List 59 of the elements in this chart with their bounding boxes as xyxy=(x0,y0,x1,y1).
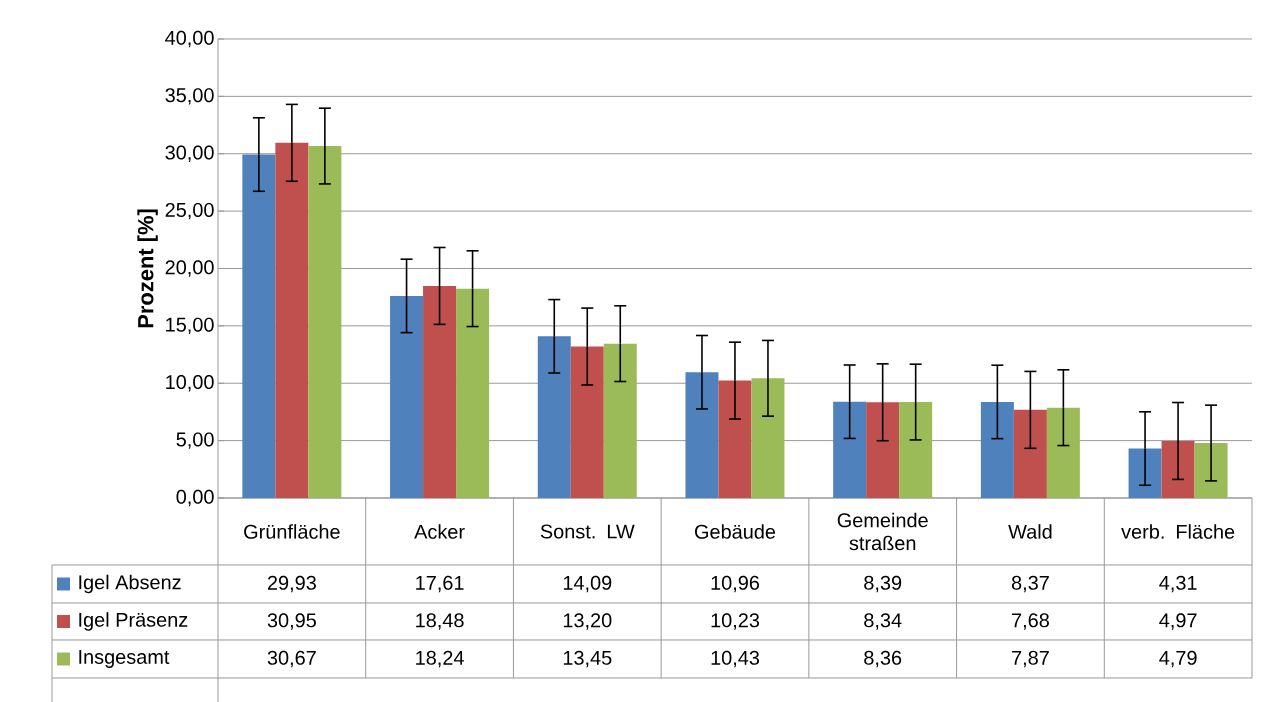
data-label: 10,23 xyxy=(711,613,760,630)
y-tick-label: 35,00 xyxy=(165,88,214,105)
y-tick-label: 10,00 xyxy=(166,375,214,392)
data-label: 18,48 xyxy=(416,613,464,630)
bar xyxy=(308,146,342,498)
data-label: 30,67 xyxy=(267,650,316,668)
bar xyxy=(423,285,457,498)
x-tick-label: Wald xyxy=(1008,524,1052,539)
bar xyxy=(603,343,637,498)
data-label: 13,45 xyxy=(563,650,612,668)
bar xyxy=(718,380,752,498)
data-label: 8,34 xyxy=(864,613,902,630)
x-tick-label: Gemeinde straßen xyxy=(837,512,928,551)
data-label: 14,09 xyxy=(563,575,612,593)
y-tick-label: 40,00 xyxy=(165,30,214,48)
bar xyxy=(275,142,309,498)
data-label: 4,31 xyxy=(1159,575,1197,593)
data-label: 7,68 xyxy=(1012,613,1049,630)
x-tick-label: Sonst. LW xyxy=(540,524,635,539)
bar xyxy=(456,288,490,498)
data-label: 30,95 xyxy=(267,613,316,630)
data-label: 8,36 xyxy=(864,650,902,668)
data-label: 10,96 xyxy=(711,575,760,593)
data-label: 29,93 xyxy=(267,575,316,593)
y-tick-label: 30,00 xyxy=(165,145,214,162)
data-label: 8,37 xyxy=(1011,575,1049,593)
bar xyxy=(390,295,424,498)
legend-label: Insgesamt xyxy=(79,650,170,668)
bar xyxy=(833,401,867,498)
data-label: 13,20 xyxy=(563,613,612,630)
y-tick-label: 20,00 xyxy=(165,260,214,277)
data-label: 7,87 xyxy=(1012,650,1049,668)
x-tick-label: Gebäude xyxy=(695,524,776,539)
bar xyxy=(570,346,604,498)
bar xyxy=(242,154,276,498)
legend-label: Igel Absenz xyxy=(79,574,181,594)
legend-label: Igel Präsenz xyxy=(79,612,188,631)
y-axis-title: Prozent [%] xyxy=(137,209,158,328)
bar xyxy=(899,402,933,498)
bar xyxy=(866,402,900,498)
bar xyxy=(1013,409,1047,498)
data-label: 17,61 xyxy=(416,575,464,593)
x-tick-label: Grünfläche xyxy=(244,524,340,539)
data-label: 4,97 xyxy=(1159,613,1197,630)
data-label: 10,43 xyxy=(711,650,760,668)
x-tick-label: Acker xyxy=(414,524,465,539)
bar xyxy=(537,336,571,498)
y-tick-label: 5,00 xyxy=(176,432,214,449)
bar xyxy=(980,401,1014,498)
data-label: 8,39 xyxy=(864,575,902,593)
bar xyxy=(1046,407,1080,498)
y-tick-label: 15,00 xyxy=(166,317,214,335)
data-label: 18,24 xyxy=(416,650,464,668)
y-tick-label: 25,00 xyxy=(165,202,214,220)
y-tick-label: 0,00 xyxy=(176,489,214,507)
x-tick-label: verb. Fläche xyxy=(1121,524,1235,539)
data-label: 4,79 xyxy=(1159,650,1197,668)
bar xyxy=(751,378,785,498)
bar xyxy=(685,372,719,498)
